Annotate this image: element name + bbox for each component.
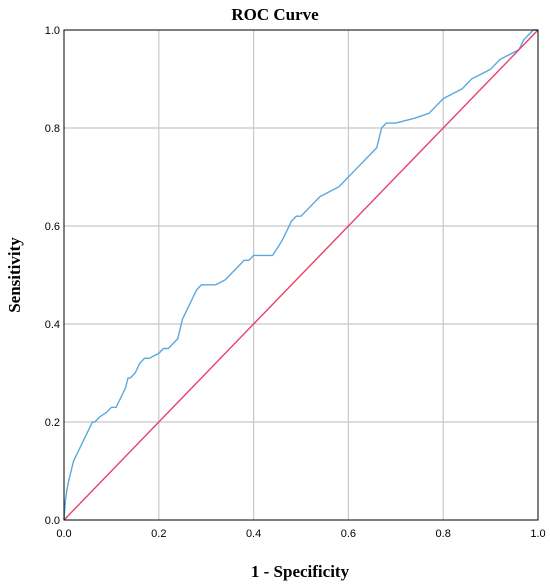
x-tick-labels: 0.0 0.2 0.4 0.6 0.8 1.0: [56, 528, 545, 540]
y-tick-labels: 0.0 0.2 0.4 0.6 0.8 1.0: [45, 25, 60, 527]
x-tick-label: 1.0: [530, 528, 545, 540]
y-tick-label: 0.0: [45, 515, 60, 527]
x-axis-label: 1 - Specificity: [251, 562, 350, 581]
y-tick-label: 0.6: [45, 221, 60, 233]
chart-title: ROC Curve: [231, 5, 319, 24]
plot-frame: [63, 29, 539, 521]
x-tick-label: 0.6: [341, 528, 356, 540]
y-axis-label: Sensitivity: [5, 237, 24, 313]
x-tick-label: 0.0: [56, 528, 71, 540]
gridlines: [64, 30, 538, 520]
y-tick-label: 1.0: [45, 25, 60, 37]
x-tick-label: 0.4: [246, 528, 261, 540]
roc-line: [63, 29, 538, 521]
x-tick-label: 0.2: [151, 528, 166, 540]
reference-line: [63, 29, 539, 521]
series-layer: [63, 29, 539, 521]
y-tick-label: 0.8: [45, 123, 60, 135]
x-tick-label: 0.8: [436, 528, 451, 540]
y-tick-label: 0.4: [45, 319, 60, 331]
y-tick-label: 0.2: [45, 417, 60, 429]
